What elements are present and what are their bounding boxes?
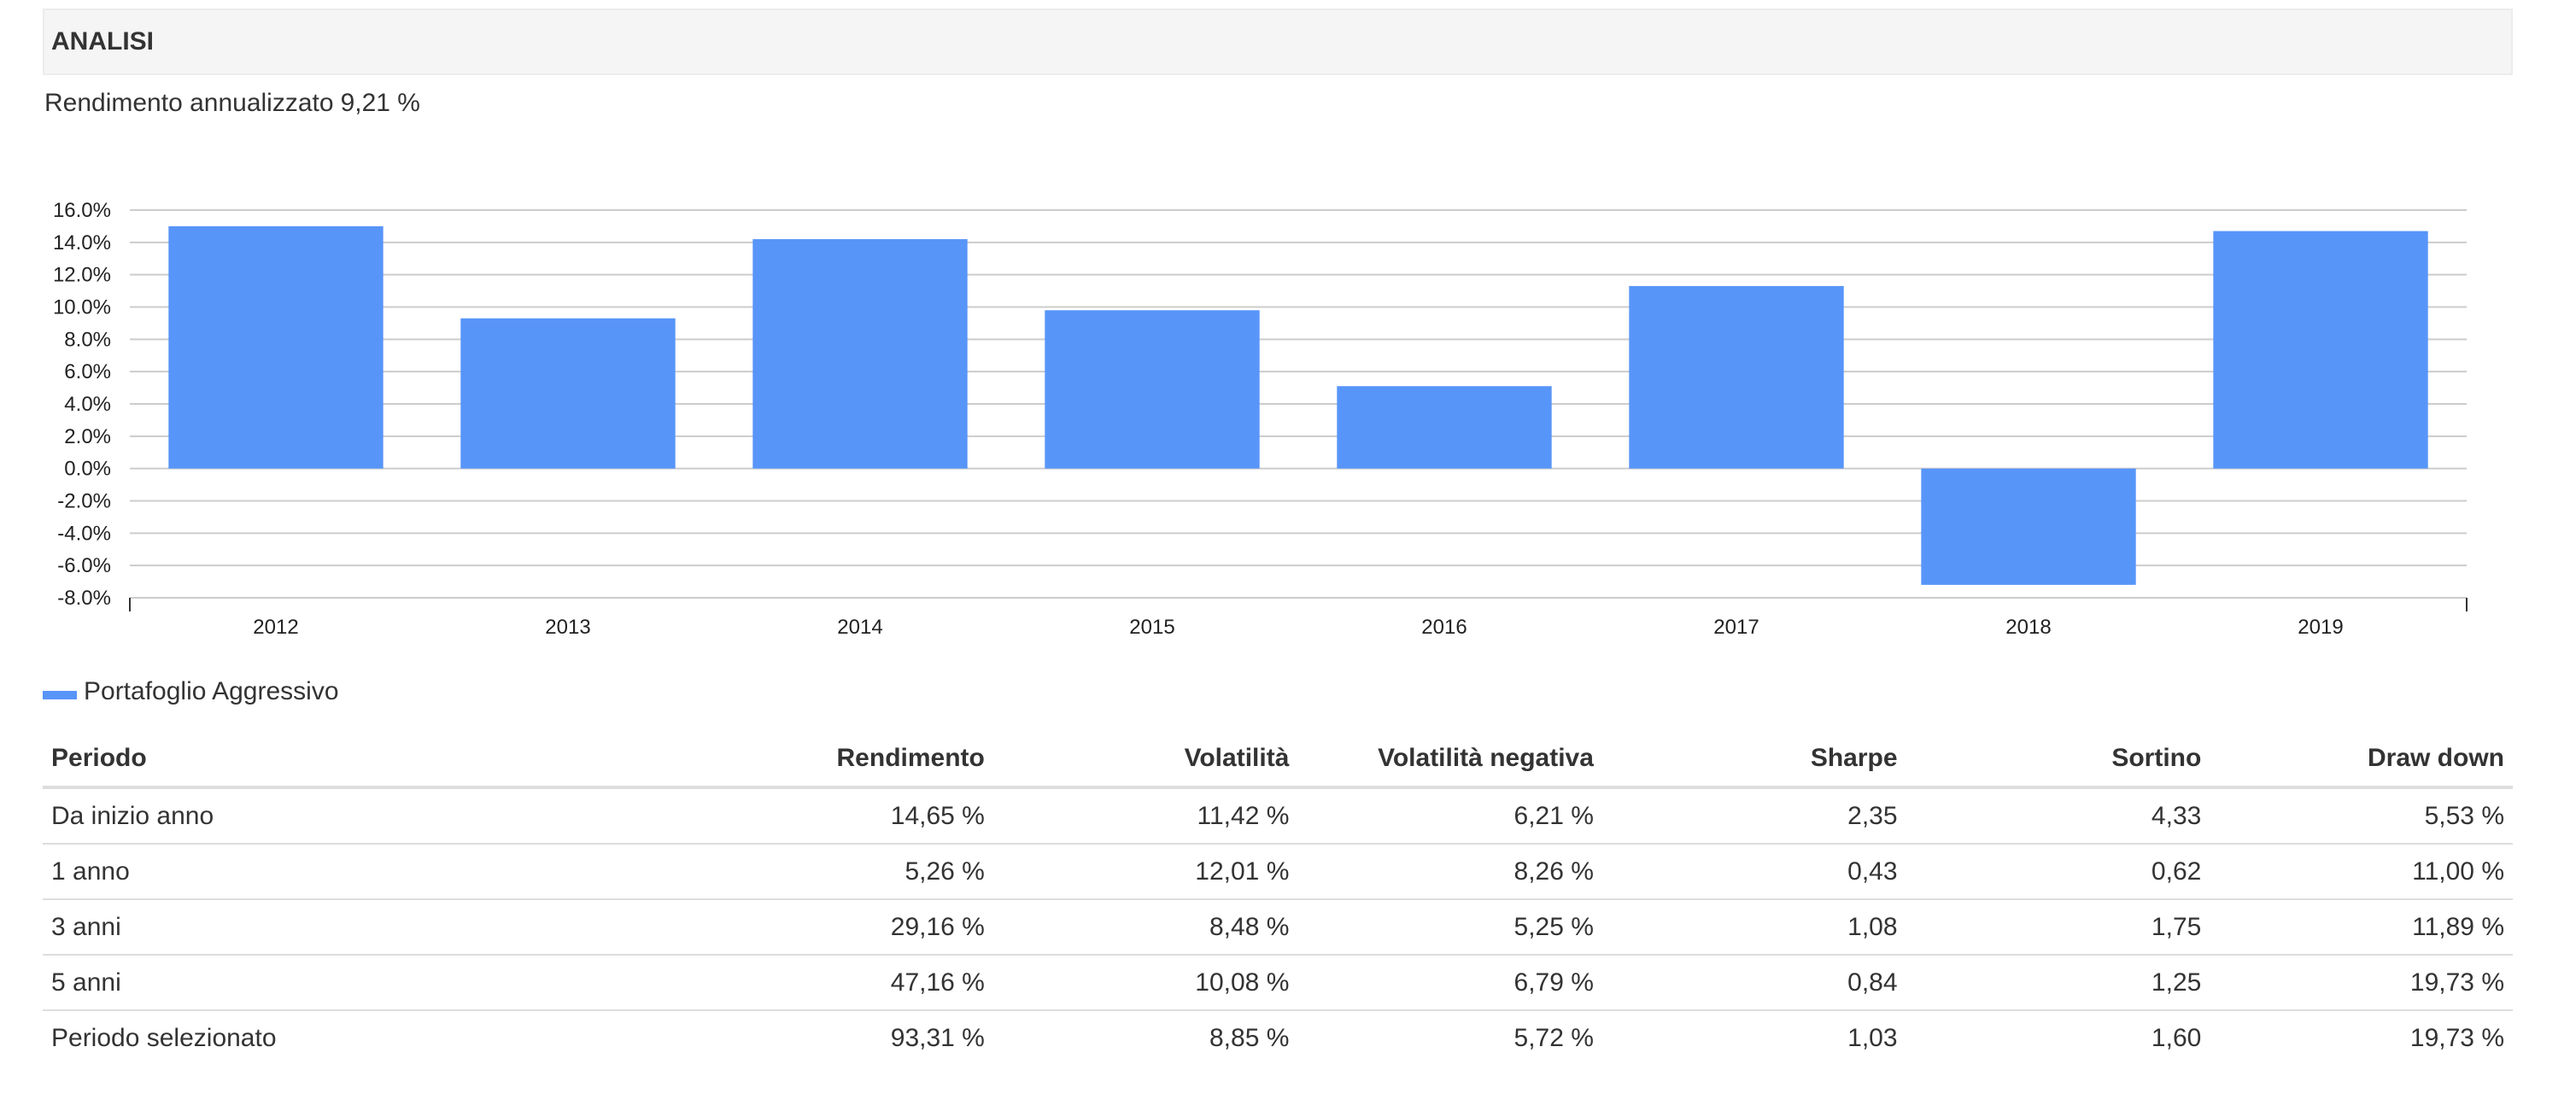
- col-header-sharpe: Sharpe: [1601, 731, 1906, 789]
- cell-sharpe: 1,03: [1847, 1023, 1898, 1052]
- annualized-return: Rendimento annualizzato 9,21 %: [44, 89, 420, 118]
- bar-2014: [752, 239, 968, 469]
- cell-periodo: 5 anni: [43, 955, 688, 1011]
- cell-rendimento: 14,65 %: [687, 787, 993, 845]
- y-tick-label: 0.0%: [64, 458, 111, 481]
- bar-2018: [1921, 468, 2136, 585]
- cell-periodo: 3 anni: [43, 899, 688, 956]
- bar-2015: [1045, 310, 1260, 469]
- bar-2017: [1629, 285, 1844, 469]
- col-header-periodo: Periodo: [43, 731, 688, 789]
- col-header-volatilita: Volatilità: [992, 731, 1298, 789]
- legend-swatch: [43, 691, 77, 699]
- cell-draw-down: 11,00 %: [2210, 844, 2513, 900]
- col-header-sortino: Sortino: [1906, 731, 2210, 789]
- cell-rendimento: 47,16 %: [687, 955, 993, 1011]
- chart-legend[interactable]: Portafoglio Aggressivo: [43, 675, 339, 709]
- cell-sharpe: 2,35: [1601, 787, 1906, 845]
- cell-sortino: 4,33: [1906, 787, 2210, 845]
- cell-volatilita-negativa: 5,25 %: [1297, 899, 1602, 956]
- cell-rendimento: 5,26 %: [687, 844, 993, 900]
- cell-sharpe: 0,43: [1601, 844, 1906, 900]
- statistics-table: Periodo Rendimento Volatilità Volatilità…: [43, 731, 2513, 1065]
- cell-volatilita: 12,01 %: [992, 844, 1298, 900]
- cell-draw-down: 11,89 %: [2210, 899, 2513, 956]
- cell-volatilita: 10,08 %: [992, 955, 1298, 1011]
- cell-sharpe: 1,08: [1601, 899, 1906, 956]
- y-tick-label: 6.0%: [64, 360, 111, 383]
- y-tick-label: 2.0%: [64, 425, 111, 448]
- y-tick-label: -6.0%: [57, 554, 111, 577]
- x-tick-label: 2018: [2005, 616, 2051, 639]
- cell-volatilita-negativa: 6,21 %: [1297, 787, 1602, 845]
- col-header-draw-down: Draw down: [2210, 731, 2513, 789]
- y-tick-label: 14.0%: [53, 231, 111, 254]
- cell-draw-down: 19,73 %: [2409, 1023, 2504, 1052]
- cell-periodo: Periodo selezionato: [51, 1023, 277, 1052]
- cell-sortino: 1,60: [2151, 1023, 2202, 1052]
- y-tick-label: 4.0%: [64, 393, 111, 416]
- bar-2016: [1337, 386, 1552, 469]
- cell-draw-down: 5,53 %: [2210, 787, 2513, 845]
- x-tick-label: 2019: [2298, 616, 2343, 639]
- x-tick-label: 2017: [1713, 616, 1759, 639]
- table-row: 3 anni 29,16 % 8,48 % 5,25 % 1,08 1,75 1…: [43, 899, 2513, 956]
- cell-periodo: Da inizio anno: [43, 787, 688, 845]
- cell-volatilita-negativa: 8,26 %: [1297, 844, 1602, 900]
- bar-2019: [2213, 231, 2428, 469]
- section-title: ANALISI: [51, 27, 154, 56]
- cell-volatilita-negativa: 5,72 %: [1513, 1023, 1594, 1052]
- cell-periodo: 1 anno: [43, 844, 688, 900]
- legend-label: Portafoglio Aggressivo: [84, 677, 339, 705]
- y-tick-label: 12.0%: [53, 264, 111, 287]
- cell-sortino: 1,75: [1906, 899, 2210, 956]
- table-header-row: Periodo Rendimento Volatilità Volatilità…: [43, 731, 2513, 789]
- x-tick-label: 2014: [837, 616, 882, 639]
- table-row: Da inizio anno 14,65 % 11,42 % 6,21 % 2,…: [43, 787, 2513, 845]
- table-row: 1 anno 5,26 % 12,01 % 8,26 % 0,43 0,62 1…: [43, 844, 2513, 900]
- x-tick-label: 2016: [1421, 616, 1467, 639]
- col-header-rendimento: Rendimento: [687, 731, 993, 789]
- section-header: ANALISI: [43, 9, 2513, 75]
- cell-sharpe: 0,84: [1601, 955, 1906, 1011]
- annualized-return-label: Rendimento annualizzato: [44, 89, 334, 117]
- returns-bar-chart: 16.0% 14.0% 12.0% 10.0% 8.0% 6.0% 4.0% 2.0% 0.0%…: [53, 199, 2468, 639]
- cell-volatilita: 8,48 %: [992, 899, 1298, 956]
- bar-2013: [460, 318, 676, 469]
- y-tick-label: 16.0%: [53, 199, 111, 222]
- table-row: 5 anni 47,16 % 10,08 % 6,79 % 0,84 1,25 …: [43, 955, 2513, 1011]
- y-tick-label: -8.0%: [57, 587, 111, 610]
- table-row: Periodo selezionato 93,31 % 8,85 % 5,72 …: [43, 1010, 2513, 1065]
- cell-rendimento: 93,31 %: [890, 1023, 985, 1052]
- y-tick-label: -2.0%: [57, 490, 111, 513]
- cell-draw-down: 19,73 %: [2210, 955, 2513, 1011]
- cell-rendimento: 29,16 %: [687, 899, 993, 956]
- y-tick-label: 8.0%: [64, 328, 111, 351]
- col-header-volatilita-negativa: Volatilità negativa: [1297, 731, 1602, 789]
- cell-sortino: 1,25: [1906, 955, 2210, 1011]
- cell-volatilita-negativa: 6,79 %: [1297, 955, 1602, 1011]
- cell-sortino: 0,62: [1906, 844, 2210, 900]
- y-tick-label: -4.0%: [57, 522, 111, 545]
- x-tick-label: 2012: [253, 616, 298, 639]
- y-tick-label: 10.0%: [53, 296, 111, 319]
- x-tick-label: 2013: [545, 616, 590, 639]
- cell-volatilita: 8,85 %: [1209, 1023, 1290, 1052]
- annualized-return-value: 9,21 %: [340, 89, 420, 117]
- x-tick-label: 2015: [1129, 616, 1174, 639]
- bar-2012: [168, 225, 383, 469]
- cell-volatilita: 11,42 %: [992, 787, 1298, 845]
